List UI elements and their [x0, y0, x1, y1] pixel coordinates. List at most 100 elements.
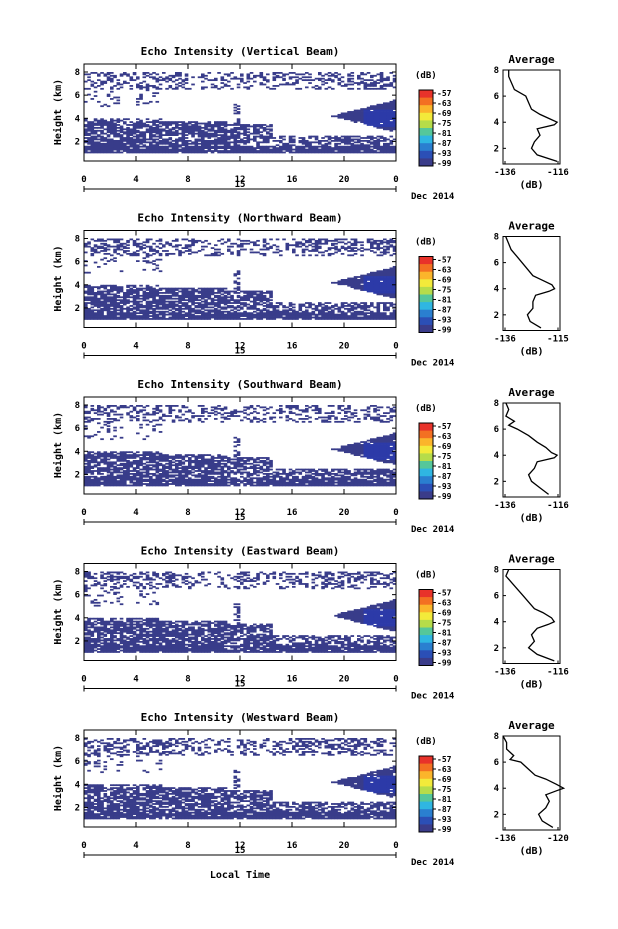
echo-cell [262, 239, 267, 242]
echo-cell [145, 478, 150, 481]
echo-cell [84, 286, 88, 289]
echo-cell [262, 128, 267, 131]
echo-cell [90, 306, 95, 309]
echo-cell [223, 316, 228, 319]
echo-cell [392, 151, 397, 154]
echo-cell [149, 147, 153, 150]
echo-cell [292, 306, 296, 309]
echo-cell [379, 86, 384, 89]
echo-cell [340, 115, 345, 118]
echo-cell [337, 83, 342, 86]
echo-cell [165, 474, 169, 477]
echo-cell [337, 318, 342, 320]
echo-cell [197, 318, 202, 320]
echo-cell [298, 305, 303, 307]
echo-cell [84, 310, 88, 313]
echo-cell [240, 74, 244, 77]
echo-cell [129, 290, 134, 293]
echo-cell [386, 270, 390, 273]
echo-cell [126, 252, 130, 255]
echo-cell [227, 135, 231, 138]
echo-cell [119, 462, 124, 465]
echo-cell [145, 89, 150, 92]
echo-cell [155, 310, 160, 313]
echo-cell [175, 141, 179, 144]
echo-cell [253, 316, 257, 319]
echo-cell [184, 125, 189, 128]
echo-cell [363, 318, 368, 320]
echo-cell [217, 296, 221, 299]
echo-cell [90, 435, 95, 438]
echo-cell [116, 118, 121, 121]
echo-cell [149, 250, 153, 252]
echo-cell [97, 313, 101, 316]
echo-cell [392, 105, 397, 108]
echo-cell [110, 284, 114, 287]
echo-cell [272, 307, 277, 310]
echo-cell [256, 302, 260, 304]
echo-cell [110, 299, 114, 302]
echo-cell [230, 297, 234, 300]
echo-cell [370, 289, 374, 291]
echo-cell [158, 316, 163, 319]
echo-cell [110, 90, 114, 93]
echo-cell [155, 290, 160, 293]
echo-cell [175, 74, 179, 77]
echo-cell [155, 465, 160, 468]
echo-cell [93, 239, 98, 242]
echo-cell [240, 244, 244, 247]
echo-cell [162, 145, 166, 148]
echo-cell [113, 471, 117, 474]
echo-cell [184, 472, 189, 475]
echo-cell [171, 239, 176, 242]
echo-cell [262, 296, 267, 299]
echo-cell [279, 141, 283, 144]
echo-cell [201, 135, 205, 138]
echo-cell [376, 103, 381, 106]
echo-cell [152, 72, 156, 74]
echo-cell [376, 244, 381, 247]
echo-cell [165, 142, 169, 145]
echo-cell [93, 142, 98, 145]
echo-cell [272, 148, 277, 151]
echo-cell [116, 238, 121, 241]
echo-cell [301, 150, 306, 152]
echo-cell [129, 238, 134, 241]
echo-cell [175, 477, 179, 480]
echo-cell [191, 299, 195, 302]
echo-cell [113, 251, 117, 254]
echo-cell [90, 139, 95, 142]
echo-cell [158, 128, 163, 131]
echo-cell [350, 238, 355, 241]
echo-cell [363, 83, 368, 86]
echo-cell [106, 465, 111, 468]
echo-cell [142, 467, 147, 469]
echo-cell [84, 141, 88, 144]
echo-cell [106, 477, 111, 480]
echo-cell [350, 315, 355, 317]
echo-cell [230, 251, 234, 254]
echo-cell [155, 150, 160, 152]
echo-cell [100, 481, 104, 484]
echo-cell [188, 245, 192, 248]
echo-cell [155, 79, 160, 82]
echo-cell [155, 300, 160, 303]
echo-cell [168, 309, 173, 312]
echo-cell [149, 76, 153, 79]
echo-cell [171, 289, 176, 291]
echo-cell [383, 144, 387, 147]
profile-y-tick-label: 2 [494, 144, 499, 154]
echo-cell [194, 459, 199, 462]
echo-cell [392, 276, 397, 278]
echo-cell [321, 74, 325, 77]
echo-cell [191, 307, 195, 310]
echo-cell [87, 132, 91, 135]
echo-cell [152, 419, 156, 422]
echo-cell [259, 318, 264, 320]
echo-cell [87, 271, 91, 274]
echo-cell [386, 287, 390, 290]
echo-cell [288, 76, 293, 79]
echo-cell [155, 132, 160, 135]
echo-cell [136, 318, 140, 320]
echo-cell [123, 474, 127, 477]
